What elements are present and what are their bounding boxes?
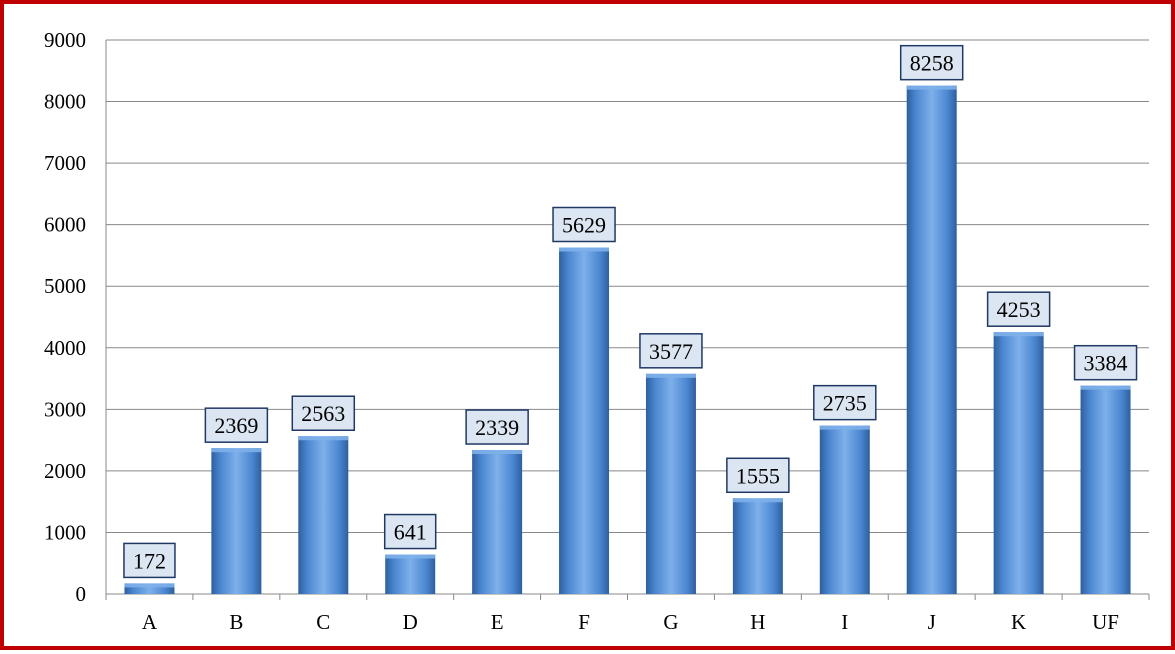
bar-top-highlight bbox=[559, 247, 610, 252]
bar-h bbox=[732, 498, 783, 594]
data-label: 4253 bbox=[997, 297, 1041, 322]
bar-top-highlight bbox=[993, 332, 1044, 337]
y-tick-label: 1000 bbox=[44, 520, 86, 544]
data-label-box bbox=[465, 409, 529, 445]
x-tick-label: B bbox=[229, 610, 243, 634]
data-label: 2339 bbox=[475, 415, 519, 440]
data-label: 2735 bbox=[823, 391, 867, 416]
data-label: 1555 bbox=[736, 463, 780, 488]
bar-top-highlight bbox=[385, 554, 436, 559]
bar-k bbox=[993, 332, 1044, 594]
bar-b bbox=[211, 448, 262, 594]
data-label-box bbox=[123, 542, 176, 579]
x-tick-label: H bbox=[750, 610, 765, 634]
bar-top-highlight bbox=[819, 425, 870, 430]
x-tick-label: E bbox=[491, 610, 504, 634]
x-tick-label: D bbox=[403, 610, 418, 634]
data-label: 2563 bbox=[301, 401, 345, 426]
x-tick-label: A bbox=[142, 610, 158, 634]
x-tick-label: F bbox=[578, 610, 590, 634]
bar-chart: 0 1000 2000 3000 4000 5000 6000 7000 8000 9000 A B C… bbox=[44, 28, 1150, 634]
y-tick-label: 0 bbox=[76, 582, 87, 606]
bar-top-highlight bbox=[1080, 385, 1131, 390]
y-tick-label: 6000 bbox=[44, 213, 86, 237]
y-tick-label: 9000 bbox=[44, 28, 86, 52]
data-label-box bbox=[639, 333, 703, 369]
y-tick-label: 7000 bbox=[44, 151, 86, 175]
bar-top-highlight bbox=[211, 448, 262, 453]
y-tick-label: 4000 bbox=[44, 336, 86, 360]
bar-top-highlight bbox=[298, 436, 349, 441]
bar-j bbox=[906, 85, 957, 594]
bar-top-highlight bbox=[906, 85, 957, 90]
bar-i bbox=[819, 425, 870, 594]
y-tick-label: 2000 bbox=[44, 459, 86, 483]
data-label-box bbox=[1073, 344, 1138, 381]
bar-e bbox=[472, 450, 523, 594]
x-tick-label: UF bbox=[1092, 610, 1119, 634]
data-label-box bbox=[986, 291, 1051, 327]
data-label: 641 bbox=[394, 520, 427, 545]
data-label-box bbox=[204, 407, 269, 443]
bar-d bbox=[385, 554, 436, 594]
bar-c bbox=[298, 436, 349, 594]
data-label-box bbox=[291, 395, 356, 431]
bar-f bbox=[559, 247, 610, 594]
data-label-box bbox=[813, 384, 877, 421]
data-label: 3577 bbox=[649, 339, 693, 364]
data-labels: 172 2369 2563 641 2339 5629 3577 1555 2735 8258 42… bbox=[123, 44, 1138, 579]
y-tick-label: 3000 bbox=[44, 397, 86, 421]
data-label: 172 bbox=[133, 548, 166, 573]
bar-top-highlight bbox=[732, 498, 783, 503]
bar-a bbox=[124, 583, 175, 594]
bars bbox=[124, 85, 1131, 594]
x-tick-label: J bbox=[928, 610, 936, 634]
data-label-box bbox=[726, 457, 790, 494]
y-tick-label: 8000 bbox=[44, 90, 86, 114]
x-tick-label: I bbox=[841, 610, 848, 634]
data-label-box bbox=[552, 206, 616, 243]
data-label-box bbox=[383, 513, 437, 550]
data-label: 8258 bbox=[910, 51, 954, 76]
bar-top-highlight bbox=[472, 450, 523, 455]
x-tick-label: K bbox=[1011, 610, 1026, 634]
y-tick-label: 5000 bbox=[44, 274, 86, 298]
gridlines bbox=[106, 39, 1149, 533]
bar-g bbox=[645, 373, 696, 594]
bar-top-highlight bbox=[124, 583, 175, 588]
x-tick-label: C bbox=[316, 610, 330, 634]
bar-uf bbox=[1080, 385, 1131, 594]
bar-top-highlight bbox=[645, 373, 696, 378]
data-label: 5629 bbox=[562, 213, 606, 238]
axes: 0 1000 2000 3000 4000 5000 6000 7000 8000 9000 A B C… bbox=[44, 28, 1150, 634]
data-label-box bbox=[899, 44, 964, 81]
x-tick-label: G bbox=[663, 610, 678, 634]
data-label: 3384 bbox=[1084, 351, 1128, 376]
data-label: 2369 bbox=[214, 413, 258, 438]
